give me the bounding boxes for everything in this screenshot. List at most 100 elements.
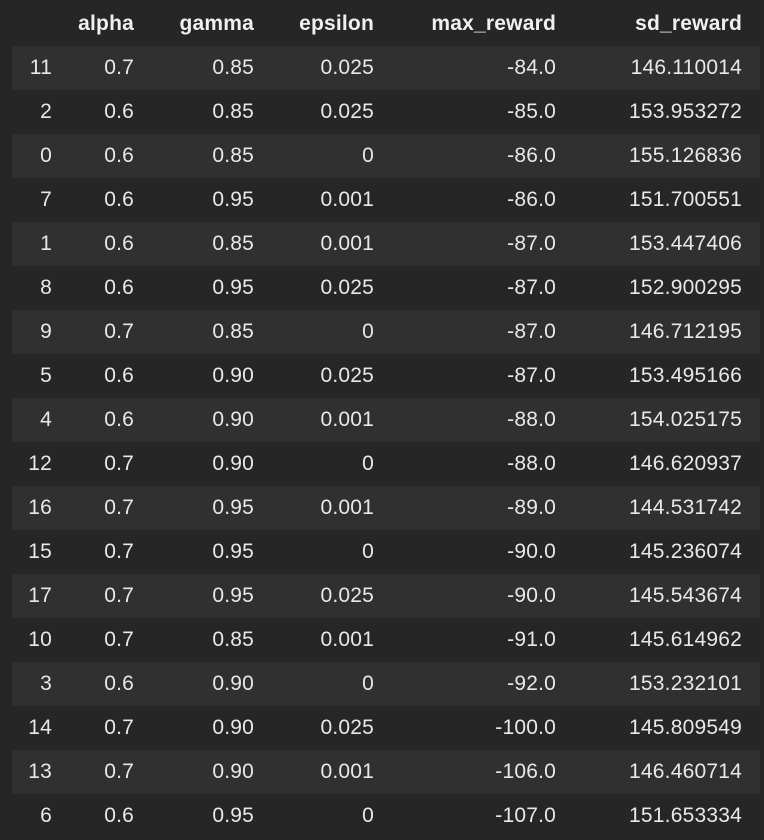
cell-epsilon: 0.025 [320, 716, 374, 739]
cell-epsilon: 0.025 [320, 364, 374, 387]
table-row: 16 0.7 0.95 0.001 -89.0 144.531742 [12, 486, 760, 530]
cell-max-reward: -85.0 [507, 100, 556, 123]
table-row: 3 0.6 0.90 0 -92.0 153.232101 [12, 662, 760, 706]
table-header: alpha gamma epsilon max_reward sd_reward [12, 2, 760, 46]
table-row: 17 0.7 0.95 0.025 -90.0 145.543674 [12, 574, 760, 618]
cell-gamma: 0.95 [212, 584, 254, 607]
table-row: 12 0.7 0.90 0 -88.0 146.620937 [12, 442, 760, 486]
cell-gamma: 0.95 [212, 540, 254, 563]
row-index: 12 [28, 452, 52, 475]
cell-sd-reward: 144.531742 [629, 496, 742, 519]
row-index: 4 [40, 408, 52, 431]
cell-epsilon: 0.025 [320, 584, 374, 607]
row-index: 8 [40, 276, 52, 299]
cell-max-reward: -88.0 [507, 452, 556, 475]
header-row: alpha gamma epsilon max_reward sd_reward [12, 2, 760, 46]
cell-epsilon: 0 [362, 320, 374, 343]
cell-max-reward: -92.0 [507, 672, 556, 695]
cell-epsilon: 0.025 [320, 276, 374, 299]
cell-sd-reward: 153.447406 [629, 232, 742, 255]
cell-gamma: 0.90 [212, 760, 254, 783]
cell-sd-reward: 146.712195 [629, 320, 742, 343]
row-index: 5 [40, 364, 52, 387]
table-row: 10 0.7 0.85 0.001 -91.0 145.614962 [12, 618, 760, 662]
table-row: 6 0.6 0.95 0 -107.0 151.653334 [12, 794, 760, 838]
cell-epsilon: 0.001 [320, 408, 374, 431]
cell-sd-reward: 145.809549 [629, 716, 742, 739]
cell-gamma: 0.95 [212, 804, 254, 827]
row-index: 17 [28, 584, 52, 607]
cell-epsilon: 0 [362, 804, 374, 827]
cell-max-reward: -87.0 [507, 276, 556, 299]
row-index: 14 [28, 716, 52, 739]
row-index: 15 [28, 540, 52, 563]
cell-gamma: 0.95 [212, 496, 254, 519]
row-index: 10 [28, 628, 52, 651]
row-index: 3 [40, 672, 52, 695]
cell-epsilon: 0.025 [320, 100, 374, 123]
cell-max-reward: -84.0 [507, 56, 556, 79]
cell-alpha: 0.6 [104, 364, 134, 387]
cell-gamma: 0.85 [212, 320, 254, 343]
cell-alpha: 0.7 [104, 584, 134, 607]
cell-alpha: 0.7 [104, 628, 134, 651]
cell-max-reward: -90.0 [507, 584, 556, 607]
table-row: 15 0.7 0.95 0 -90.0 145.236074 [12, 530, 760, 574]
cell-sd-reward: 154.025175 [629, 408, 742, 431]
cell-epsilon: 0.025 [320, 56, 374, 79]
cell-gamma: 0.90 [212, 364, 254, 387]
dataframe-table: alpha gamma epsilon max_reward sd_reward… [12, 2, 760, 838]
header-alpha: alpha [78, 12, 134, 35]
cell-gamma: 0.85 [212, 628, 254, 651]
header-sd-reward: sd_reward [635, 12, 742, 35]
cell-alpha: 0.7 [104, 320, 134, 343]
header-gamma: gamma [179, 12, 254, 35]
cell-max-reward: -107.0 [495, 804, 556, 827]
cell-alpha: 0.6 [104, 408, 134, 431]
table-row: 2 0.6 0.85 0.025 -85.0 153.953272 [12, 90, 760, 134]
cell-epsilon: 0 [362, 452, 374, 475]
cell-alpha: 0.7 [104, 452, 134, 475]
table-row: 5 0.6 0.90 0.025 -87.0 153.495166 [12, 354, 760, 398]
header-index [12, 2, 68, 46]
cell-epsilon: 0 [362, 540, 374, 563]
table-row: 7 0.6 0.95 0.001 -86.0 151.700551 [12, 178, 760, 222]
cell-gamma: 0.85 [212, 100, 254, 123]
table-row: 0 0.6 0.85 0 -86.0 155.126836 [12, 134, 760, 178]
cell-alpha: 0.7 [104, 540, 134, 563]
cell-sd-reward: 153.232101 [629, 672, 742, 695]
cell-max-reward: -90.0 [507, 540, 556, 563]
cell-max-reward: -88.0 [507, 408, 556, 431]
cell-max-reward: -86.0 [507, 188, 556, 211]
cell-alpha: 0.6 [104, 276, 134, 299]
cell-alpha: 0.6 [104, 232, 134, 255]
cell-sd-reward: 146.110014 [630, 56, 742, 79]
cell-max-reward: -106.0 [495, 760, 556, 783]
cell-sd-reward: 153.495166 [629, 364, 742, 387]
cell-epsilon: 0 [362, 672, 374, 695]
cell-alpha: 0.6 [104, 672, 134, 695]
cell-sd-reward: 145.614962 [629, 628, 742, 651]
row-index: 9 [40, 320, 52, 343]
cell-alpha: 0.6 [104, 100, 134, 123]
cell-alpha: 0.6 [104, 804, 134, 827]
table-row: 1 0.6 0.85 0.001 -87.0 153.447406 [12, 222, 760, 266]
cell-gamma: 0.85 [212, 144, 254, 167]
table-body: 11 0.7 0.85 0.025 -84.0 146.110014 2 0.6 0.85 0.0… [12, 46, 760, 838]
cell-max-reward: -91.0 [507, 628, 556, 651]
row-index: 16 [28, 496, 52, 519]
row-index: 2 [40, 100, 52, 123]
cell-epsilon: 0.001 [320, 496, 374, 519]
cell-gamma: 0.85 [212, 56, 254, 79]
cell-epsilon: 0.001 [320, 188, 374, 211]
cell-gamma: 0.90 [212, 452, 254, 475]
table-row: 13 0.7 0.90 0.001 -106.0 146.460714 [12, 750, 760, 794]
cell-max-reward: -89.0 [507, 496, 556, 519]
row-index: 0 [40, 144, 52, 167]
cell-sd-reward: 146.620937 [629, 452, 742, 475]
cell-gamma: 0.90 [212, 408, 254, 431]
table-row: 4 0.6 0.90 0.001 -88.0 154.025175 [12, 398, 760, 442]
row-index: 11 [29, 56, 52, 79]
row-index: 6 [40, 804, 52, 827]
